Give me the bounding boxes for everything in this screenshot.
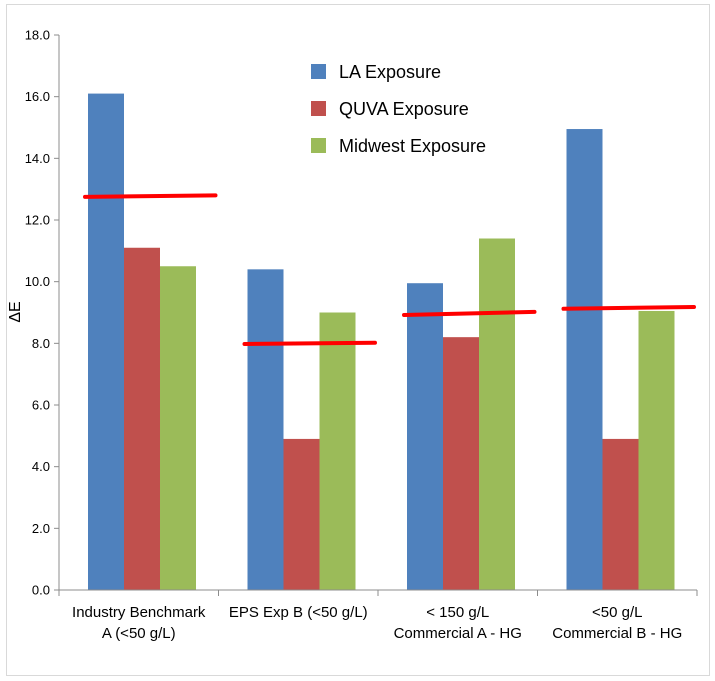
y-tick-label: 16.0 (25, 89, 50, 104)
y-axis: 0.0 2.0 4.0 6.0 8.0 10.0 12.0 14.0 16.0 18.0 (25, 28, 60, 598)
category-label: EPS Exp B (<50 g/L) (229, 604, 368, 621)
bar-midwest-exposure (638, 310, 675, 590)
legend-swatch (311, 64, 326, 79)
y-axis-title: ΔE (7, 301, 24, 322)
y-axis-title-group: ΔE (7, 301, 24, 322)
bar-midwest-exposure (160, 266, 196, 590)
category-label-line: Industry Benchmark (72, 604, 206, 621)
bars (88, 93, 675, 590)
reference-line (83, 193, 218, 199)
y-tick-label: 2.0 (32, 521, 50, 536)
category-label-line: <50 g/L (592, 604, 642, 621)
bar-midwest-exposure (319, 312, 356, 590)
bar-la-exposure (88, 93, 124, 590)
x-axis: Industry Benchmark A (<50 g/L) EPS Exp B (… (58, 589, 698, 642)
category-label-line: A (<50 g/L) (102, 625, 176, 642)
category-label: <50 g/L Commercial B - HG (552, 604, 682, 642)
legend-swatch (311, 101, 326, 116)
y-tick-label: 4.0 (32, 459, 50, 474)
y-tick-label: 8.0 (32, 336, 50, 351)
bar-quva-exposure (283, 438, 320, 590)
bar-la-exposure (407, 283, 443, 590)
legend-swatch (311, 138, 326, 153)
y-tick-label: 12.0 (25, 213, 50, 228)
bar-quva-exposure (602, 438, 639, 590)
category-label: < 150 g/L Commercial A - HG (394, 604, 522, 642)
category-label: Industry Benchmark A (<50 g/L) (72, 604, 206, 642)
reference-line (242, 340, 377, 346)
legend-item: QUVA Exposure (311, 99, 469, 119)
reference-line (561, 304, 696, 311)
legend: LA Exposure QUVA Exposure Midwest Exposure (311, 62, 486, 156)
bar-midwest-exposure (479, 238, 515, 590)
bar-quva-exposure (124, 247, 160, 590)
legend-label: QUVA Exposure (339, 99, 469, 119)
legend-item: LA Exposure (311, 62, 441, 82)
category-label-line: Commercial B - HG (552, 625, 682, 642)
y-tick-label: 6.0 (32, 398, 50, 413)
legend-label: Midwest Exposure (339, 136, 486, 156)
legend-item: Midwest Exposure (311, 136, 486, 156)
reference-lines (83, 193, 696, 346)
category-label-line: < 150 g/L (426, 604, 489, 621)
category-label-line: Commercial A - HG (394, 625, 522, 642)
y-tick-label: 18.0 (25, 28, 50, 43)
bar-la-exposure (247, 269, 284, 590)
category-label-line: EPS Exp B (<50 g/L) (229, 604, 368, 621)
bar-la-exposure (566, 129, 603, 590)
reference-line (402, 309, 537, 317)
y-tick-label: 14.0 (25, 151, 50, 166)
y-tick-label: 0.0 (32, 583, 50, 598)
bar-quva-exposure (443, 337, 479, 590)
y-tick-label: 10.0 (25, 274, 50, 289)
legend-label: LA Exposure (339, 62, 441, 82)
